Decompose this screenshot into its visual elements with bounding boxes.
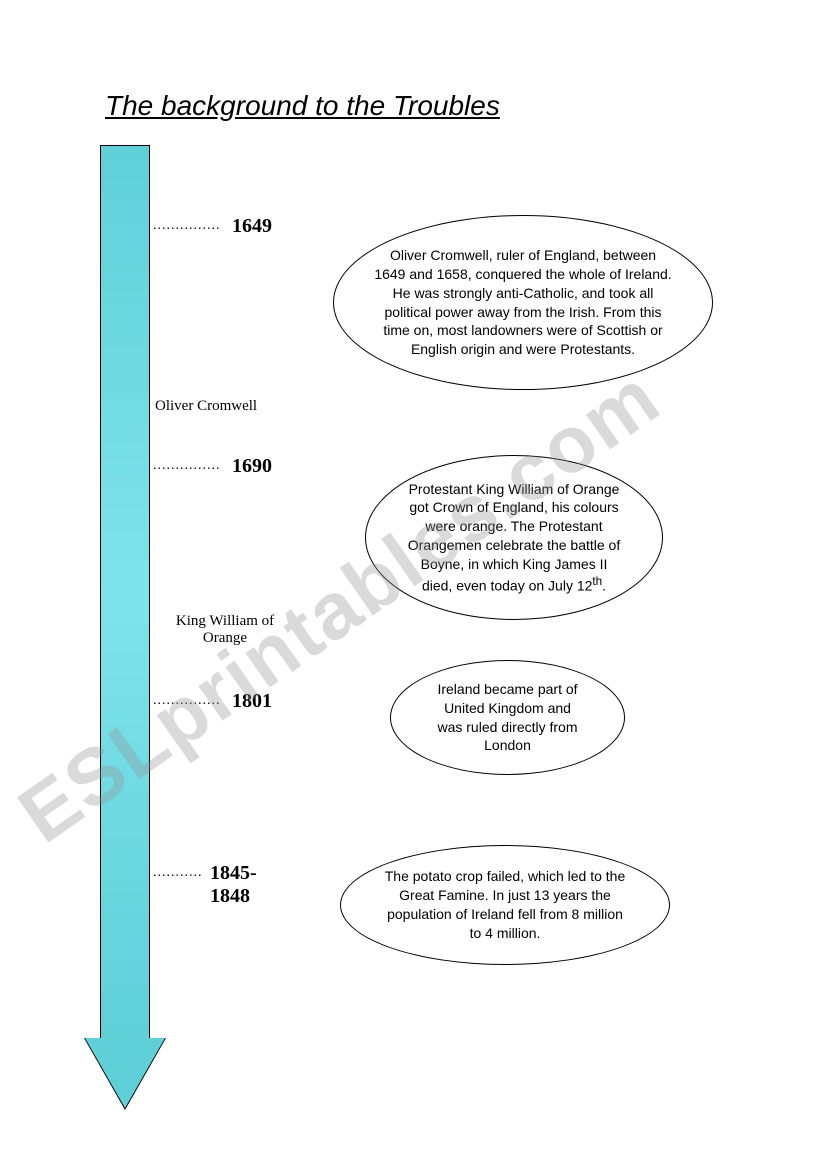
timeline-event-text: Oliver Cromwell, ruler of England, betwe…	[374, 246, 672, 359]
page-title: The background to the Troubles	[105, 90, 500, 122]
timeline-year: 1801	[232, 690, 272, 713]
timeline-year: 1649	[232, 215, 272, 238]
timeline-event-text: Ireland became part of United Kingdom an…	[431, 680, 584, 756]
dotted-connector: ...............	[153, 218, 221, 234]
timeline-event-text: Protestant King William of Orange got Cr…	[406, 480, 622, 596]
dotted-connector: ...............	[153, 458, 221, 474]
timeline-event-bubble: Ireland became part of United Kingdom an…	[390, 660, 625, 775]
dotted-connector: ...........	[153, 865, 203, 881]
timeline-year: 1690	[232, 455, 272, 478]
timeline-event-bubble: Oliver Cromwell, ruler of England, betwe…	[333, 215, 713, 390]
timeline-event-bubble: The potato crop failed, which led to the…	[340, 845, 670, 965]
arrow-head	[85, 1038, 165, 1108]
timeline-caption: King William of Orange	[165, 613, 285, 647]
timeline-arrow	[85, 145, 165, 1115]
arrow-shaft	[100, 145, 150, 1040]
timeline-caption: Oliver Cromwell	[155, 398, 257, 415]
dotted-connector: ...............	[153, 693, 221, 709]
timeline-year: 1845-1848	[210, 862, 257, 908]
timeline-event-text: The potato crop failed, which led to the…	[381, 867, 629, 943]
timeline-event-bubble: Protestant King William of Orange got Cr…	[365, 455, 663, 620]
